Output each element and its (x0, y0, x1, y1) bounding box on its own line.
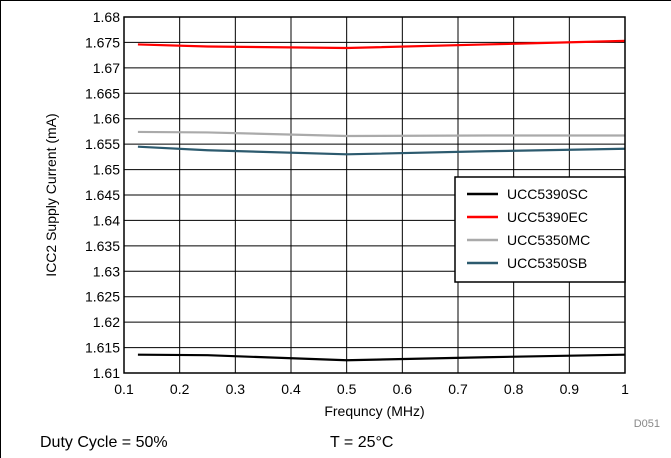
y-tick-label: 1.665 (85, 85, 120, 101)
series-line-ucc5350sb (137, 145, 626, 156)
y-tick-label: 1.68 (93, 9, 120, 25)
figure-id: D051 (634, 418, 660, 430)
y-tick-label: 1.61 (93, 365, 120, 381)
x-tick-label: 0.6 (393, 381, 413, 397)
y-tick-label: 1.62 (93, 314, 120, 330)
x-axis-label: Frequncy (MHz) (324, 403, 424, 419)
x-tick-label: 0.1 (114, 381, 134, 397)
series-line-ucc5390ec (137, 39, 626, 50)
x-tick-label: 0.4 (281, 381, 301, 397)
y-tick-label: 1.625 (85, 289, 120, 305)
series-layer (137, 39, 626, 362)
x-tick-label: 0.9 (560, 381, 580, 397)
y-tick-label: 1.655 (85, 136, 120, 152)
y-tick-label: 1.675 (85, 34, 120, 50)
x-tick-label: 0.2 (170, 381, 190, 397)
duty-cycle-note: Duty Cycle = 50% (40, 434, 168, 451)
temperature-note: T = 25°C (330, 434, 394, 451)
x-tick-label: 0.3 (226, 381, 246, 397)
legend-label: UCC5350SB (507, 255, 587, 271)
y-tick-label: 1.63 (93, 263, 120, 279)
x-tick-label: 0.5 (337, 381, 357, 397)
y-axis-label: ICC2 Supply Current (mA) (43, 113, 59, 276)
legend-label: UCC5350MC (507, 232, 590, 248)
y-tick-label: 1.66 (93, 111, 120, 127)
x-tick-label: 1 (621, 381, 629, 397)
y-tick-label: 1.645 (85, 187, 120, 203)
legend-label: UCC5390SC (507, 186, 588, 202)
series-line-ucc5390sc (137, 353, 626, 362)
series-line-ucc5350mc (137, 130, 625, 138)
y-tick-label: 1.65 (93, 162, 120, 178)
legend-label: UCC5390EC (507, 209, 588, 225)
y-tick-label: 1.67 (93, 60, 120, 76)
y-tick-label: 1.615 (85, 340, 120, 356)
x-tick-label: 0.7 (448, 381, 468, 397)
y-tick-label: 1.635 (85, 238, 120, 254)
x-tick-label: 0.8 (504, 381, 524, 397)
tick-labels: 0.1 0.2 0.3 0.4 0.5 0.6 0.7 0.8 0.9 1 1.61 1.615 1.6… (85, 9, 629, 397)
legend: UCC5390SC UCC5390EC UCC5350MC UCC5350SB (454, 176, 626, 283)
y-tick-label: 1.64 (93, 212, 120, 228)
